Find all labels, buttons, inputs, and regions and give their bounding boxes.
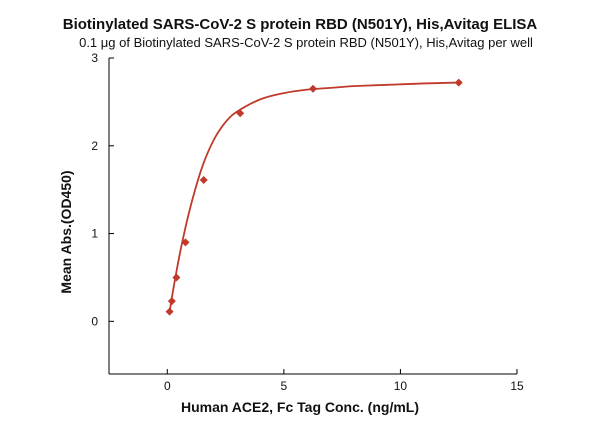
x-axis-label: Human ACE2, Fc Tag Conc. (ng/mL): [181, 399, 419, 415]
y-tick-label: 3: [91, 51, 98, 65]
data-point: [165, 307, 174, 316]
x-ticks: 0 5 10 15: [164, 369, 524, 393]
data-point: [454, 78, 463, 87]
y-tick-label: 1: [91, 227, 98, 241]
axes: [108, 58, 517, 375]
x-tick-label: 15: [510, 379, 524, 393]
data-point: [167, 297, 176, 306]
x-tick-label: 10: [394, 379, 408, 393]
y-ticks: 0 1 2 3: [91, 51, 114, 328]
data-point: [236, 109, 245, 118]
data-point: [309, 84, 317, 93]
chart-title: Biotinylated SARS-CoV-2 S protein RBD (N…: [63, 16, 538, 33]
data-point: [172, 273, 181, 282]
x-tick-label: 0: [164, 379, 171, 393]
data-points: [165, 78, 463, 316]
x-tick-label: 5: [281, 379, 288, 393]
data-point: [199, 176, 208, 185]
data-point: [181, 238, 190, 247]
y-tick-label: 0: [91, 314, 98, 328]
y-tick-label: 2: [91, 139, 98, 153]
fit-curve: [168, 81, 459, 312]
y-axis-label: Mean Abs.(OD450): [58, 170, 74, 293]
chart-subtitle: 0.1 μg of Biotinylated SARS-CoV-2 S prot…: [79, 35, 533, 50]
